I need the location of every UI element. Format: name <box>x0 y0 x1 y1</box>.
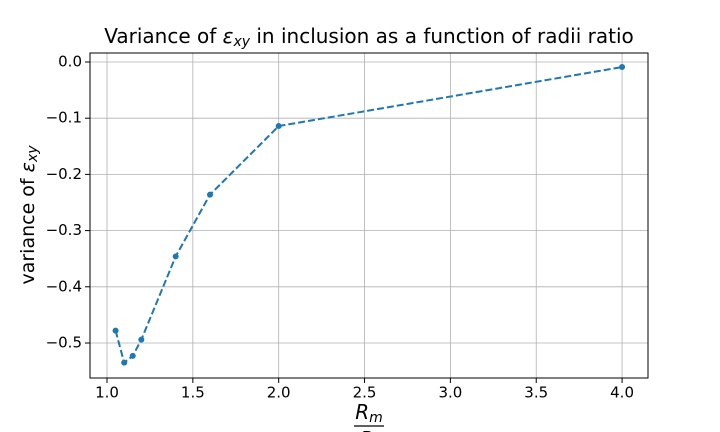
y-label-subscript: xy <box>25 145 41 163</box>
y-label-text: variance of <box>17 172 39 284</box>
data-point <box>172 253 179 260</box>
x-tick-label: 1.5 <box>181 384 205 402</box>
data-point <box>121 359 128 366</box>
title-subscript: xy <box>232 34 250 50</box>
x-tick-label: 2.0 <box>267 384 291 402</box>
x-tick-label: 1.0 <box>95 384 119 402</box>
data-point <box>112 327 119 334</box>
y-label-symbol: ε <box>17 162 39 172</box>
y-tick-label: −0.2 <box>46 165 82 183</box>
title-text: Variance of <box>104 24 222 48</box>
x-tick-label: 4.0 <box>610 384 634 402</box>
title-symbol: ε <box>223 24 234 48</box>
y-tick-label: −0.5 <box>46 333 82 351</box>
x-tick-label: 3.5 <box>524 384 548 402</box>
x-tick-label: 3.0 <box>438 384 462 402</box>
x-tick-label: 2.5 <box>353 384 377 402</box>
data-point <box>129 352 136 359</box>
x-label-numerator: R <box>355 400 369 424</box>
y-tick-label: −0.3 <box>46 221 82 239</box>
y-axis-label: variance of εxy <box>17 145 42 285</box>
data-point <box>207 191 214 198</box>
chart-title: Variance of εxy in inclusion as a functi… <box>104 24 634 51</box>
y-tick-label: −0.4 <box>46 277 82 295</box>
x-label-numerator-subscript: m <box>369 410 383 426</box>
plot-frame <box>89 52 649 379</box>
x-axis-label: Rm <box>355 400 383 427</box>
x-axis-label: Ri <box>360 427 378 432</box>
data-point <box>138 336 145 343</box>
y-tick-label: 0.0 <box>58 52 82 70</box>
y-tick-label: −0.1 <box>46 109 82 127</box>
data-line <box>114 66 623 365</box>
data-point <box>275 123 282 130</box>
data-point <box>619 64 626 71</box>
title-text: in inclusion as a function of radii rati… <box>250 24 634 48</box>
x-label-denominator: R <box>360 427 374 432</box>
